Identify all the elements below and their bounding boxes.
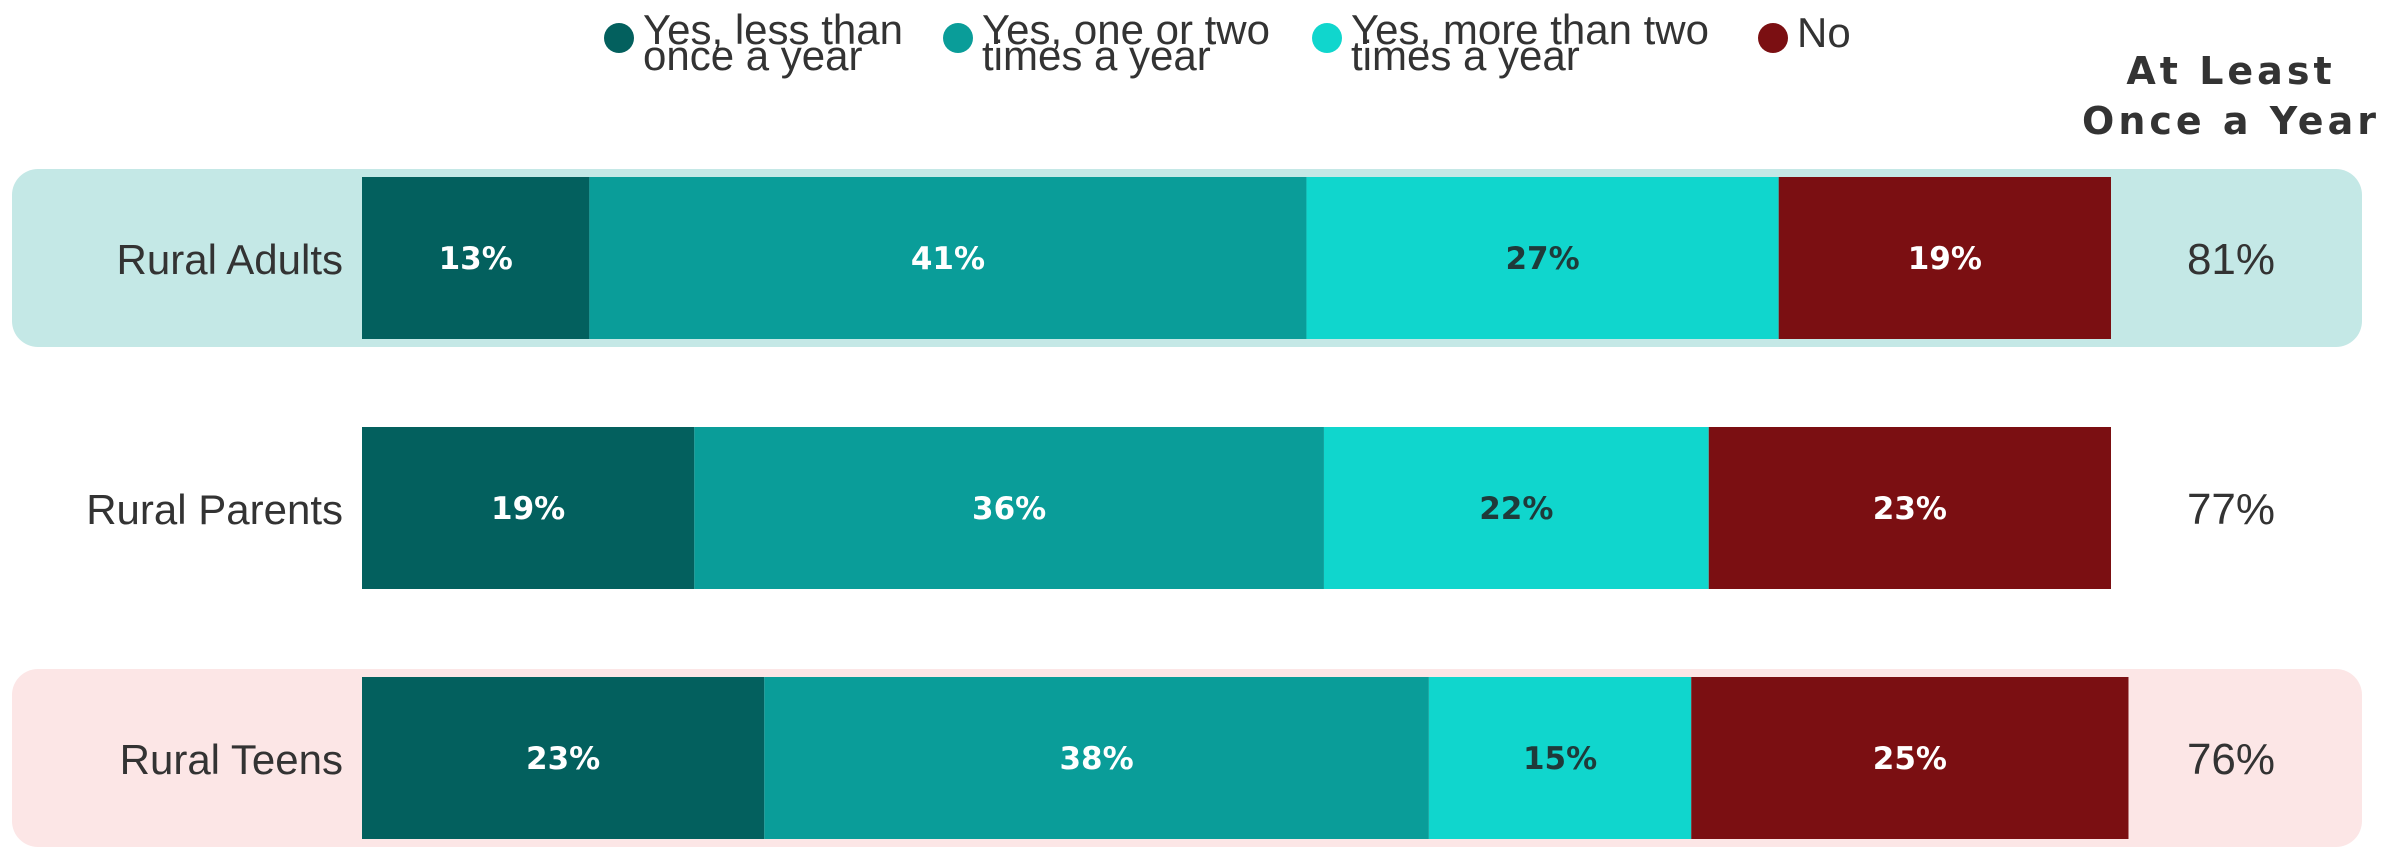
row-total-label: 76%: [2187, 735, 2275, 784]
row-total-label: 77%: [2187, 485, 2275, 534]
legend-label: Yes, one or two: [982, 6, 1270, 53]
row-label: Rural Teens: [120, 736, 343, 783]
bar-value-label: 23%: [1873, 491, 1947, 527]
totals-header: At Least Once a Year: [2082, 49, 2380, 143]
bar-segment: [362, 177, 590, 339]
chart-row: Rural Adults 13% 41% 27% 19% 81%: [117, 177, 2275, 339]
bar-segment: [1323, 427, 1709, 589]
bar-value-label: 19%: [1908, 241, 1982, 277]
bar-segment: [362, 427, 695, 589]
bar-segment: [1708, 427, 2111, 589]
legend-swatch: [1312, 23, 1342, 53]
chart-row: Rural Teens 23% 38% 15% 25% 76%: [120, 677, 2275, 839]
bar-value-label: 13%: [439, 241, 513, 277]
legend-swatch: [1758, 23, 1788, 53]
bar-value-label: 19%: [491, 491, 565, 527]
bar-value-label: 23%: [526, 741, 600, 777]
bar-value-label: 38%: [1059, 741, 1133, 777]
bar-value-label: 41%: [911, 241, 985, 277]
row-total-label: 81%: [2187, 235, 2275, 284]
legend-swatch: [604, 23, 634, 53]
row-label: Rural Adults: [117, 236, 343, 283]
bar-segment: [1306, 177, 1779, 339]
legend-label: Yes, more than two: [1351, 6, 1709, 53]
bar-segment: [589, 177, 1307, 339]
bar-segment: [362, 677, 765, 839]
chart-rows: Rural Adults 13% 41% 27% 19% 81% Rural Parents…: [86, 177, 2275, 839]
bar-value-label: 27%: [1505, 241, 1579, 277]
totals-header-label: Once a Year: [2082, 99, 2380, 143]
chart-row: Rural Parents 19% 36% 22% 23% 77%: [86, 427, 2275, 589]
bar-segment: [694, 427, 1324, 589]
bar-segment: [764, 677, 1429, 839]
bar-segment: [1778, 177, 2111, 339]
totals-header-label: At Least: [2126, 49, 2335, 93]
legend-swatch: [943, 23, 973, 53]
legend-label: times a year: [1351, 32, 1580, 79]
bar-value-label: 15%: [1523, 741, 1597, 777]
legend-item: No: [1758, 9, 1851, 56]
bar-value-label: 25%: [1873, 741, 1947, 777]
legend-label: Yes, less than: [643, 6, 903, 53]
bar-segment: [1691, 677, 2129, 839]
legend-label: once a year: [643, 32, 862, 79]
legend-label: times a year: [982, 32, 1211, 79]
bar-segment: [1428, 677, 1692, 839]
bar-value-label: 22%: [1479, 491, 1553, 527]
bar-value-label: 36%: [972, 491, 1046, 527]
legend-label: No: [1797, 9, 1851, 56]
row-label: Rural Parents: [86, 486, 343, 533]
